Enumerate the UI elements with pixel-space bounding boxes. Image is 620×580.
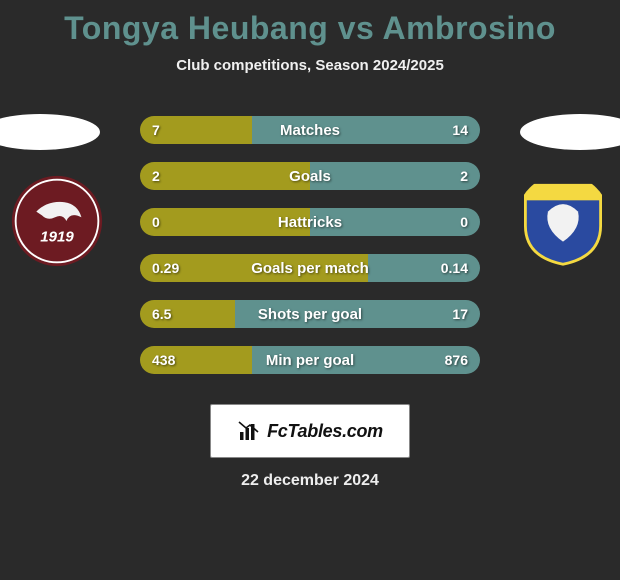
stat-value-left: 0: [152, 208, 160, 236]
page-title: Tongya Heubang vs Ambrosino: [0, 0, 620, 47]
stat-value-right: 0: [460, 208, 468, 236]
comparison-stage: 1919 Matches7 14 Goals2 2 Hattricks0 0 Goals p…: [0, 104, 620, 384]
stat-row: Hattricks0 0: [140, 208, 480, 236]
stat-row: Matches7 14: [140, 116, 480, 144]
stat-value-right: 14: [452, 116, 468, 144]
stat-label: Min per goal: [140, 346, 480, 374]
stat-label: Hattricks: [140, 208, 480, 236]
stat-label: Matches: [140, 116, 480, 144]
stat-value-right: 0.14: [441, 254, 468, 282]
stat-value-right: 17: [452, 300, 468, 328]
date-line: 22 december 2024: [0, 472, 620, 490]
stat-row: Min per goal438 876: [140, 346, 480, 374]
subtitle: Club competitions, Season 2024/2025: [0, 57, 620, 74]
stat-value-left: 7: [152, 116, 160, 144]
club-badge-left: 1919: [10, 174, 104, 268]
stat-label: Goals per match: [140, 254, 480, 282]
vs-separator: vs: [338, 10, 375, 46]
stat-value-left: 438: [152, 346, 175, 374]
player-left-name: Tongya Heubang: [64, 10, 328, 46]
stat-row: Goals per match0.29 0.14: [140, 254, 480, 282]
badge-year: 1919: [40, 229, 74, 246]
stat-label: Shots per goal: [140, 300, 480, 328]
frosinone-crest-icon: [516, 174, 610, 268]
salernitana-crest-icon: 1919: [10, 174, 104, 268]
brand-box[interactable]: FcTables.com: [210, 404, 410, 458]
stat-value-right: 2: [460, 162, 468, 190]
stat-bars: Matches7 14 Goals2 2 Hattricks0 0 Goals per ma…: [140, 116, 480, 374]
stat-value-left: 0.29: [152, 254, 179, 282]
ellipse-left-decor: [0, 114, 100, 150]
brand-text: FcTables.com: [267, 421, 383, 442]
stat-row: Shots per goal6.5 17: [140, 300, 480, 328]
club-badge-right: [516, 174, 610, 268]
stat-value-right: 876: [445, 346, 468, 374]
bar-chart-icon: [237, 419, 261, 443]
ellipse-right-decor: [520, 114, 620, 150]
player-right-name: Ambrosino: [382, 10, 555, 46]
stat-row: Goals2 2: [140, 162, 480, 190]
stat-value-left: 6.5: [152, 300, 171, 328]
stat-value-left: 2: [152, 162, 160, 190]
stat-label: Goals: [140, 162, 480, 190]
